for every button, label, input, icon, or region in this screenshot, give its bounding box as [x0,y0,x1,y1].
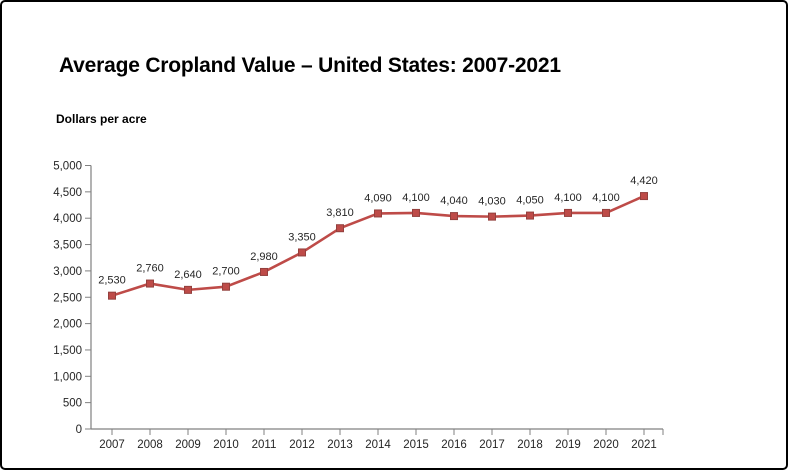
x-axis: 2007 2008 2009 2010 2011 2012 2013 2014 2015 2016… [91,428,664,451]
data-point-2016 [450,212,458,221]
units-label: Dollars per acre [56,112,147,126]
y-tick-label: 3,000 [53,266,82,278]
data-point-2015 [412,208,420,217]
y-axis: 0 500 1,000 1,500 2,000 2,500 3,000 3,500 4,000 4… [53,161,92,436]
x-tick-label: 2008 [137,439,163,451]
x-tick-label: 2016 [441,439,467,451]
data-label-2020: 4,100 [592,192,620,204]
data-point-labels: 2,530 2,760 2,640 2,700 2,980 3,350 3,810 4,090… [98,175,658,287]
data-point-2009 [184,285,192,294]
data-label-2013: 3,810 [326,207,354,219]
chart-title: Average Cropland Value – United States: … [59,54,561,77]
x-tick-label: 2007 [99,439,125,451]
data-label-2014: 4,090 [364,192,392,204]
x-tick-label: 2011 [252,439,277,451]
y-tick-label: 2,500 [53,292,82,304]
data-point-2018 [526,211,534,220]
y-tick-label: 1,000 [53,371,82,383]
data-point-2007 [108,291,116,300]
data-label-2011: 2,980 [250,251,278,263]
y-tick-label: 3,500 [53,240,82,252]
data-point-2008 [146,279,154,288]
data-label-2012: 3,350 [288,231,316,243]
y-tick-label: 4,000 [53,213,82,225]
y-tick-label: 0 [76,424,82,436]
x-tick-label: 2020 [593,439,619,451]
data-label-2009: 2,640 [174,269,202,281]
x-tick-label: 2013 [327,439,353,451]
data-point-2012 [298,248,306,257]
data-point-2019 [564,208,572,217]
x-tick-label: 2009 [175,439,201,451]
y-tick-label: 2,000 [53,319,82,331]
data-label-2017: 4,030 [478,196,506,208]
x-tick-label: 2017 [479,439,505,451]
data-label-2019: 4,100 [554,192,582,204]
data-point-2014 [374,209,382,218]
data-points [108,192,648,300]
x-tick-label: 2019 [555,439,581,451]
y-tick-label: 5,000 [53,161,82,173]
x-tick-label: 2015 [403,439,429,451]
data-label-2021: 4,420 [630,175,658,187]
x-tick-label: 2018 [517,439,543,451]
data-point-2021 [640,192,648,201]
data-point-2013 [336,224,344,233]
data-point-2020 [602,208,610,217]
data-label-2016: 4,040 [440,195,468,207]
data-point-2017 [488,212,496,221]
data-point-2010 [222,282,230,291]
y-tick-label: 4,500 [53,187,82,199]
y-tick-label: 500 [63,398,82,410]
data-label-2018: 4,050 [516,195,544,207]
x-tick-label: 2012 [289,439,315,451]
y-tick-label: 1,500 [53,345,82,357]
data-label-2010: 2,700 [212,266,240,278]
data-label-2015: 4,100 [402,192,430,204]
data-point-2011 [260,267,268,276]
data-label-2008: 2,760 [136,263,164,275]
x-tick-label: 2021 [631,439,657,451]
data-label-2007: 2,530 [98,275,126,287]
x-tick-label: 2014 [365,439,391,451]
x-tick-label: 2010 [213,439,239,451]
